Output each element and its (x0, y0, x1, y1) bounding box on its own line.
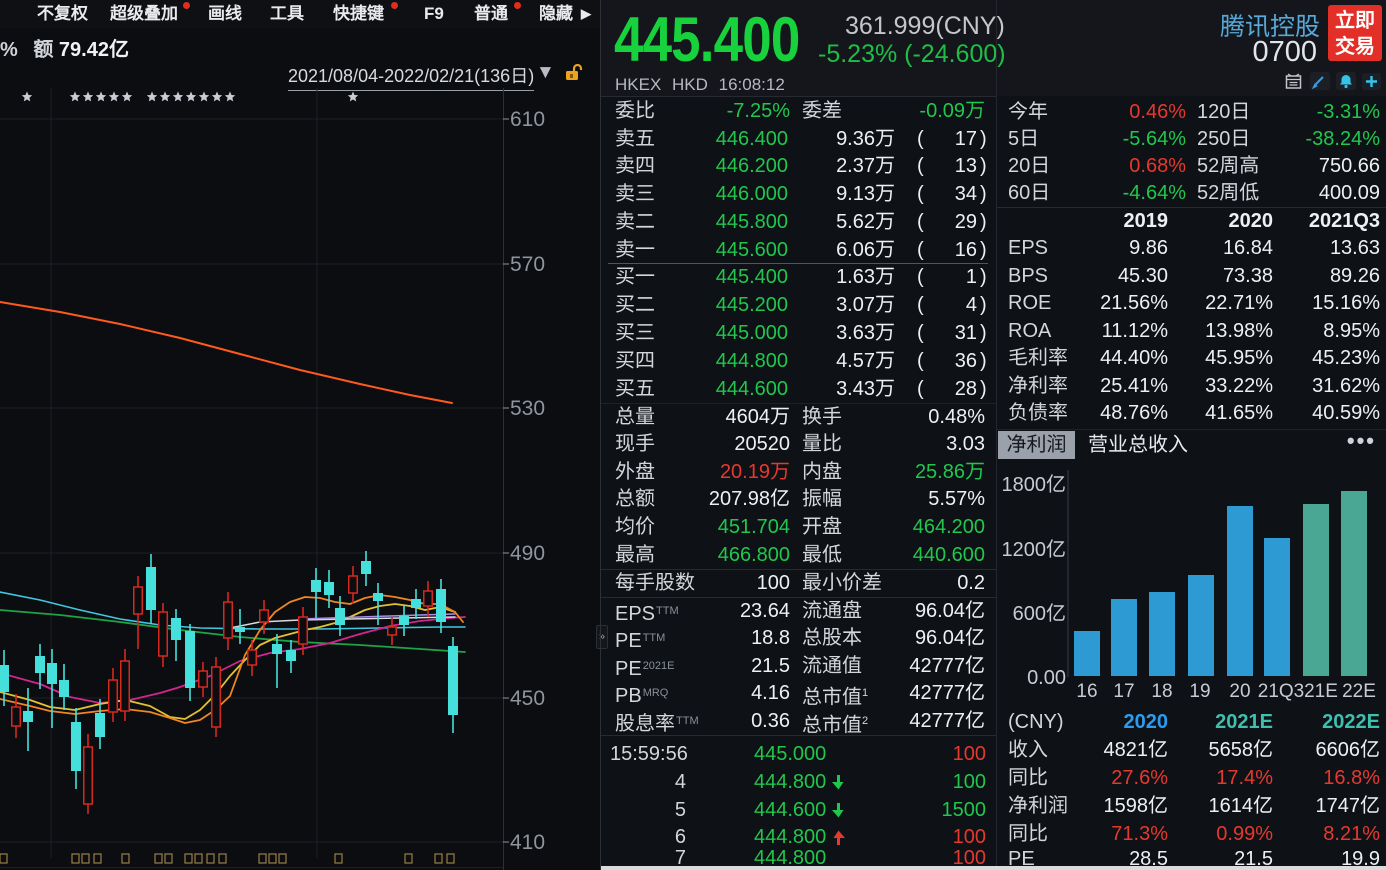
svg-text:1800亿: 1800亿 (1002, 474, 1067, 496)
svg-text:1200亿: 1200亿 (1002, 539, 1067, 561)
svg-text:22E: 22E (1342, 681, 1376, 702)
svg-text:16: 16 (1076, 681, 1097, 702)
svg-text:610: 610 (510, 108, 545, 131)
svg-text:18: 18 (1151, 681, 1172, 702)
svg-text:600亿: 600亿 (1013, 603, 1066, 625)
svg-text:410: 410 (510, 831, 545, 854)
svg-text:570: 570 (510, 253, 545, 276)
svg-text:20: 20 (1229, 681, 1250, 702)
svg-text:450: 450 (510, 687, 545, 710)
svg-text:17: 17 (1113, 681, 1134, 702)
svg-text:490: 490 (510, 542, 545, 565)
svg-text:0.00: 0.00 (1027, 667, 1066, 689)
svg-text:530: 530 (510, 397, 545, 420)
svg-text:21E: 21E (1304, 681, 1338, 702)
svg-text:19: 19 (1189, 681, 1210, 702)
svg-text:21Q3: 21Q3 (1258, 681, 1304, 702)
